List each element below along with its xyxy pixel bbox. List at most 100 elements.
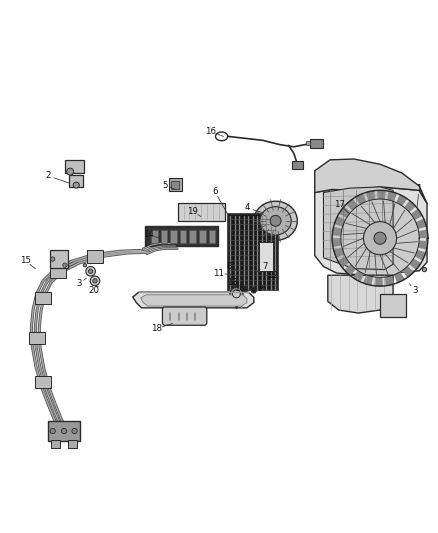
Text: 18: 18 xyxy=(151,324,162,333)
Polygon shape xyxy=(341,199,419,277)
Bar xyxy=(65,160,84,173)
Polygon shape xyxy=(419,230,428,238)
Polygon shape xyxy=(418,240,428,249)
Text: 12: 12 xyxy=(268,271,279,280)
Text: 9: 9 xyxy=(257,284,263,293)
Bar xyxy=(170,230,177,243)
Bar xyxy=(68,440,77,448)
Polygon shape xyxy=(410,259,421,270)
Text: 4: 4 xyxy=(244,203,250,212)
Ellipse shape xyxy=(83,263,87,267)
Ellipse shape xyxy=(86,266,95,276)
Ellipse shape xyxy=(90,276,100,286)
Ellipse shape xyxy=(243,287,248,292)
Text: 17: 17 xyxy=(334,200,345,209)
Bar xyxy=(145,226,218,246)
Ellipse shape xyxy=(251,288,256,293)
Ellipse shape xyxy=(67,168,74,175)
Text: 3: 3 xyxy=(412,286,417,295)
Polygon shape xyxy=(346,199,358,211)
Bar xyxy=(180,230,186,243)
Ellipse shape xyxy=(61,429,67,434)
Polygon shape xyxy=(402,266,414,278)
Bar xyxy=(161,230,167,243)
Polygon shape xyxy=(133,292,254,308)
Ellipse shape xyxy=(63,263,67,268)
Polygon shape xyxy=(411,209,422,220)
Text: 2: 2 xyxy=(46,172,51,181)
Polygon shape xyxy=(374,277,383,286)
Polygon shape xyxy=(355,193,366,205)
Bar xyxy=(35,376,50,388)
Polygon shape xyxy=(334,216,345,227)
Bar xyxy=(189,230,196,243)
Ellipse shape xyxy=(50,429,55,434)
Ellipse shape xyxy=(230,287,243,301)
Polygon shape xyxy=(339,206,351,218)
Polygon shape xyxy=(404,200,416,212)
Ellipse shape xyxy=(73,182,79,188)
Bar xyxy=(306,141,310,144)
Text: 14: 14 xyxy=(143,230,154,239)
Bar xyxy=(51,440,60,448)
Polygon shape xyxy=(353,270,364,282)
Bar xyxy=(199,230,205,243)
FancyBboxPatch shape xyxy=(162,307,207,325)
Text: 13: 13 xyxy=(226,278,237,287)
Polygon shape xyxy=(332,227,342,236)
Text: 3: 3 xyxy=(76,279,81,288)
Text: 15: 15 xyxy=(20,256,31,265)
Bar xyxy=(380,294,406,317)
Bar xyxy=(311,139,323,148)
Polygon shape xyxy=(315,159,427,204)
Ellipse shape xyxy=(233,290,240,298)
Ellipse shape xyxy=(260,207,291,235)
Bar xyxy=(50,251,67,268)
Polygon shape xyxy=(332,238,342,247)
Bar xyxy=(29,332,45,344)
Text: 16: 16 xyxy=(205,127,216,135)
Ellipse shape xyxy=(234,284,237,288)
Polygon shape xyxy=(415,250,426,261)
Text: 8: 8 xyxy=(227,262,232,271)
Bar xyxy=(228,214,278,290)
Ellipse shape xyxy=(93,279,97,283)
Text: 5: 5 xyxy=(162,181,168,190)
Bar xyxy=(169,178,182,191)
Ellipse shape xyxy=(422,268,427,272)
Ellipse shape xyxy=(374,232,386,244)
Bar xyxy=(50,266,66,278)
Polygon shape xyxy=(385,276,394,286)
Bar xyxy=(292,161,304,168)
Bar xyxy=(208,230,215,243)
Polygon shape xyxy=(396,195,407,206)
Bar xyxy=(87,251,103,263)
Polygon shape xyxy=(141,295,247,306)
Ellipse shape xyxy=(364,222,396,255)
Bar xyxy=(178,203,225,221)
Bar xyxy=(171,181,179,189)
Text: 19: 19 xyxy=(187,207,198,216)
Ellipse shape xyxy=(88,269,93,273)
Polygon shape xyxy=(328,275,393,313)
Text: 6: 6 xyxy=(212,187,217,196)
Polygon shape xyxy=(344,264,356,276)
Polygon shape xyxy=(315,187,427,275)
Polygon shape xyxy=(394,272,405,283)
Bar xyxy=(35,292,50,304)
Bar xyxy=(151,230,158,243)
Text: 10: 10 xyxy=(234,284,245,293)
Polygon shape xyxy=(323,187,393,270)
Ellipse shape xyxy=(72,429,77,434)
Ellipse shape xyxy=(270,215,281,226)
Text: 11: 11 xyxy=(213,269,225,278)
Text: 20: 20 xyxy=(88,286,99,295)
Ellipse shape xyxy=(254,201,297,240)
Polygon shape xyxy=(363,275,373,285)
Polygon shape xyxy=(377,190,386,199)
Bar xyxy=(47,421,80,441)
Polygon shape xyxy=(366,191,375,201)
Text: 7: 7 xyxy=(262,262,268,271)
Polygon shape xyxy=(416,219,427,229)
Ellipse shape xyxy=(50,257,55,261)
